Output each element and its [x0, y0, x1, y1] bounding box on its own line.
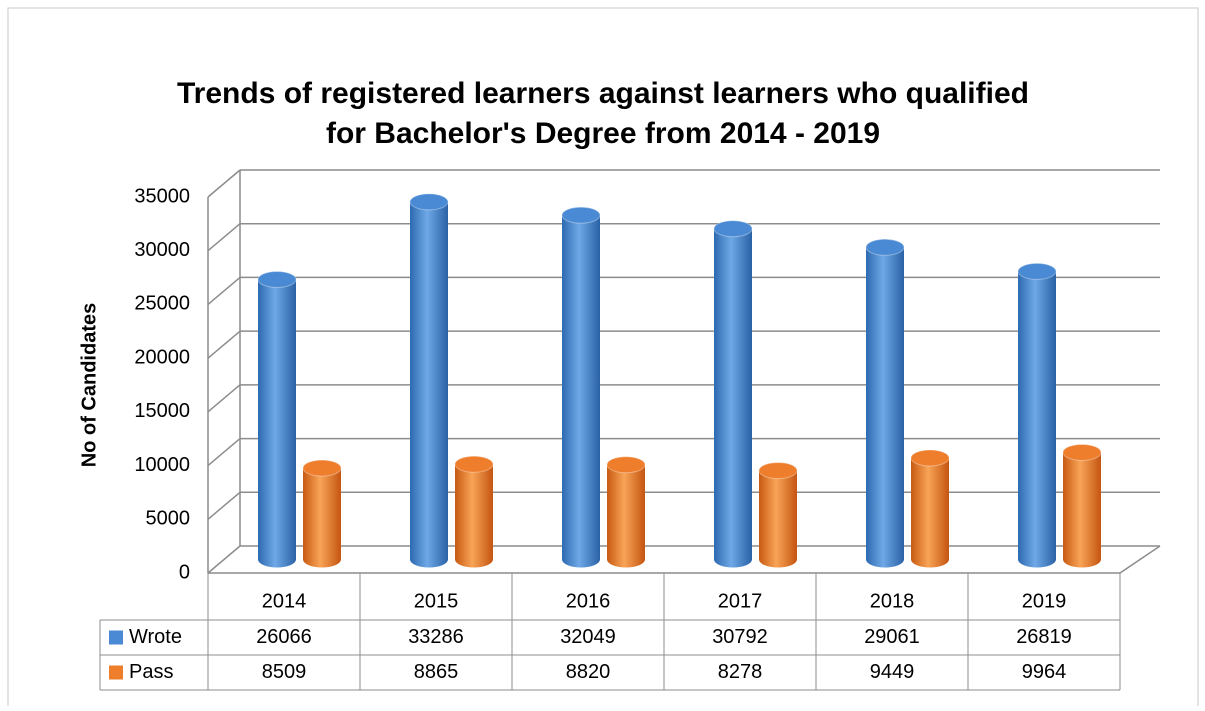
- data-label: 32049: [560, 626, 616, 648]
- bar: [1018, 263, 1056, 568]
- x-tick-label: 2019: [1022, 590, 1067, 612]
- bar: [759, 462, 797, 568]
- y-tick-label: 35000: [134, 185, 190, 207]
- bar-top: [302, 459, 342, 477]
- x-tick-label: 2014: [262, 590, 307, 612]
- legend-swatch: [109, 665, 123, 680]
- data-label: 8278: [718, 661, 763, 683]
- chart-title: for Bachelor's Degree from 2014 - 2019: [326, 117, 880, 150]
- y-tick-label: 15000: [134, 400, 190, 422]
- y-tick-label: 30000: [134, 239, 190, 261]
- y-tick-label: 5000: [146, 508, 191, 530]
- legend-swatch: [109, 630, 123, 645]
- bar: [607, 456, 645, 568]
- y-tick-label: 0: [179, 561, 190, 583]
- bar: [562, 207, 600, 568]
- grid-line: [207, 276, 241, 306]
- x-tick-label: 2016: [566, 590, 611, 612]
- bar-top: [865, 238, 905, 256]
- data-label: 33286: [408, 626, 464, 648]
- x-tick-label: 2017: [718, 590, 763, 612]
- data-label: 9449: [870, 661, 915, 683]
- legend-label: Wrote: [129, 626, 182, 648]
- bar: [258, 271, 296, 568]
- data-label: 8865: [414, 661, 459, 683]
- legend-label: Pass: [129, 661, 173, 683]
- bar: [1063, 444, 1101, 568]
- data-label: 9964: [1022, 661, 1067, 683]
- grid-line: [207, 384, 241, 413]
- grid-line: [207, 491, 241, 520]
- bar-top: [1017, 262, 1057, 280]
- data-label: 29061: [864, 626, 920, 648]
- grid-line: [207, 330, 241, 359]
- bar: [455, 456, 493, 568]
- grid-line: [207, 223, 241, 252]
- bar: [410, 193, 448, 568]
- data-label: 26066: [256, 626, 312, 648]
- bar: [303, 460, 341, 568]
- bar-top: [454, 455, 494, 473]
- x-tick-label: 2015: [414, 590, 459, 612]
- bar-top: [257, 270, 297, 288]
- y-tick-label: 10000: [134, 454, 190, 476]
- bar-top: [1062, 443, 1102, 461]
- data-label: 8509: [262, 661, 307, 683]
- bar-top: [713, 220, 753, 238]
- y-axis-label: No of Candidates: [78, 303, 100, 467]
- y-tick-label: 20000: [134, 346, 190, 368]
- bar-top: [561, 206, 601, 224]
- bar-top: [409, 193, 449, 211]
- data-label: 26819: [1016, 626, 1072, 648]
- data-label: 8820: [566, 661, 611, 683]
- bar: [714, 220, 752, 568]
- bar: [911, 449, 949, 568]
- bar: [866, 239, 904, 568]
- bar-top: [910, 449, 950, 467]
- chart-title: Trends of registered learners against le…: [177, 77, 1029, 110]
- x-tick-label: 2018: [870, 590, 915, 612]
- grid-line: [207, 545, 241, 574]
- grid-line: [207, 437, 241, 467]
- y-tick-label: 25000: [134, 293, 190, 315]
- data-label: 30792: [712, 626, 768, 648]
- bar-top: [606, 456, 646, 474]
- grid-line: [207, 169, 241, 198]
- frame: [7, 7, 1199, 711]
- floor-edge: [1119, 545, 1161, 574]
- bar-top: [758, 462, 798, 480]
